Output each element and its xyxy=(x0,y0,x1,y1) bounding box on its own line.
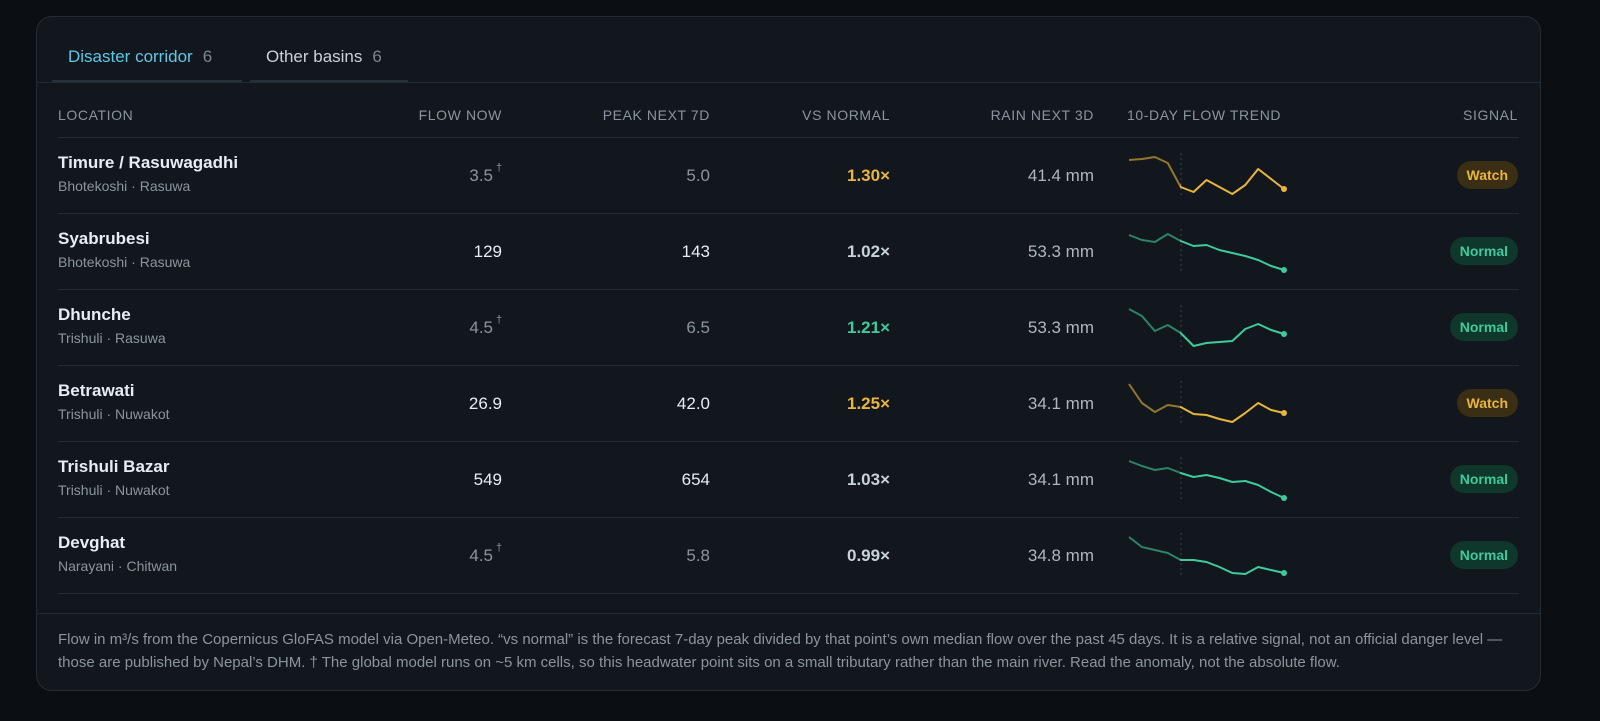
flow-note: † xyxy=(496,162,503,174)
flow-now: 4.5 xyxy=(469,318,493,337)
flow-now: 3.5 xyxy=(469,166,493,185)
location-sub: Trishuli · Nuwakot xyxy=(58,406,170,422)
location-name: Trishuli Bazar xyxy=(58,457,170,476)
row-line xyxy=(58,213,1519,214)
vs-normal: 1.21× xyxy=(846,318,890,337)
rain-next: 34.8 mm xyxy=(1027,546,1094,565)
rain-next: 34.1 mm xyxy=(1027,470,1094,489)
location-sub: Trishuli · Rasuwa xyxy=(58,330,166,346)
signal-badge: Normal xyxy=(1449,541,1518,569)
column-header: RAIN NEXT 3D xyxy=(990,107,1094,123)
rain-next: 53.3 mm xyxy=(1027,242,1094,261)
flow-now: 549 xyxy=(473,470,502,489)
footer-divider xyxy=(36,613,1540,614)
signal-badge: Normal xyxy=(1449,237,1518,265)
vs-normal: 1.25× xyxy=(846,394,890,413)
peak-next: 42.0 xyxy=(676,394,710,413)
column-header: PEAK NEXT 7D xyxy=(602,107,710,123)
rain-next: 34.1 mm xyxy=(1027,394,1094,413)
peak-next: 143 xyxy=(681,242,710,261)
peak-next: 6.5 xyxy=(686,318,710,337)
location-sub: Bhotekoshi · Rasuwa xyxy=(58,254,191,270)
location-name: Syabrubesi xyxy=(58,229,150,248)
flow-now: 26.9 xyxy=(468,394,502,413)
flow-now: 129 xyxy=(473,242,502,261)
signal-badge: Watch xyxy=(1456,161,1518,189)
tab-count: 6 xyxy=(202,47,213,66)
row-line xyxy=(58,441,1519,442)
signal-badge: Normal xyxy=(1449,313,1518,341)
signal-badge: Normal xyxy=(1449,465,1518,493)
row-line xyxy=(58,289,1519,290)
tab-underline xyxy=(52,80,242,82)
column-header: VS NORMAL xyxy=(802,107,890,123)
flow-note: † xyxy=(496,314,503,326)
rain-next: 53.3 mm xyxy=(1027,318,1094,337)
vs-normal: 1.30× xyxy=(846,166,890,185)
column-header: 10-DAY FLOW TREND xyxy=(1127,107,1282,123)
peak-next: 654 xyxy=(681,470,710,489)
location-name: Timure / Rasuwagadhi xyxy=(58,153,239,172)
vs-normal: 0.99× xyxy=(846,546,890,565)
vs-normal: 1.02× xyxy=(846,242,890,261)
tab-label[interactable]: Disaster corridor xyxy=(68,47,193,66)
location-sub: Trishuli · Nuwakot xyxy=(58,482,170,498)
flow-now: 4.5 xyxy=(469,546,493,565)
tab-divider xyxy=(36,82,1540,83)
tab-underline xyxy=(250,80,408,82)
location-name: Dhunche xyxy=(58,305,131,324)
flow-note: † xyxy=(496,542,503,554)
tab-count: 6 xyxy=(372,47,382,66)
tab-label[interactable]: Other basins xyxy=(266,47,363,66)
signal-badge: Watch xyxy=(1456,389,1518,417)
column-header: FLOW NOW xyxy=(418,107,502,123)
column-header: SIGNAL xyxy=(1463,107,1518,123)
peak-next: 5.0 xyxy=(686,166,710,185)
vs-normal: 1.03× xyxy=(846,470,890,489)
rain-next: 41.4 mm xyxy=(1027,166,1094,185)
location-sub: Bhotekoshi · Rasuwa xyxy=(58,178,191,194)
row-line xyxy=(58,593,1519,594)
column-header: LOCATION xyxy=(58,107,134,123)
row-line xyxy=(58,365,1519,366)
location-name: Devghat xyxy=(58,533,126,552)
header-line xyxy=(58,137,1519,138)
location-sub: Narayani · Chitwan xyxy=(58,558,178,574)
peak-next: 5.8 xyxy=(686,546,710,565)
location-name: Betrawati xyxy=(58,381,135,400)
row-line xyxy=(58,517,1519,518)
footer-note: Flow in m³/s from the Copernicus GloFAS … xyxy=(58,631,1503,671)
card xyxy=(36,16,1541,691)
